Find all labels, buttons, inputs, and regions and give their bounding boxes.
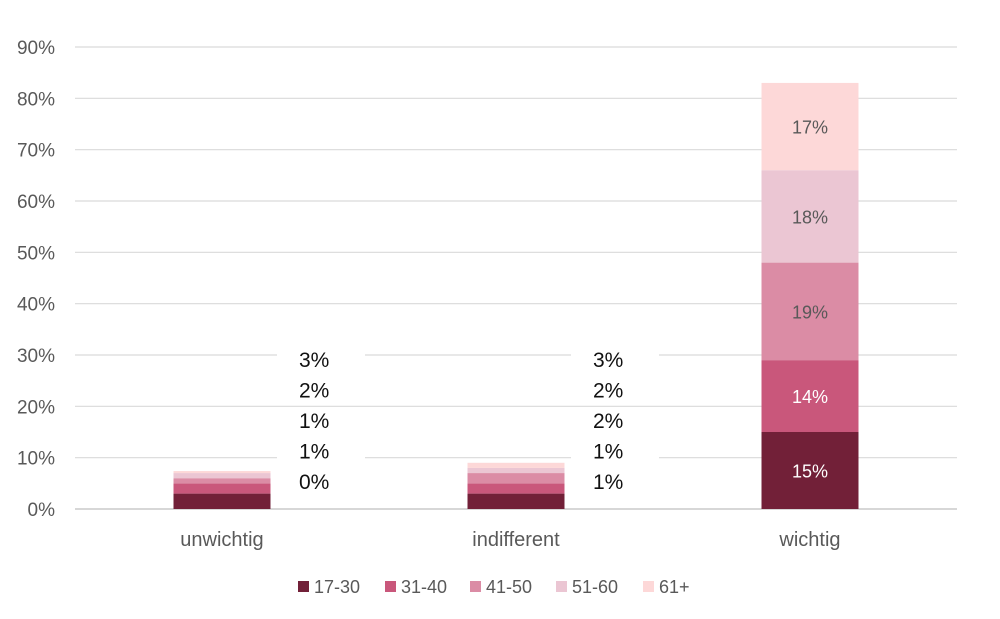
legend: 17-30 31-40 41-50 51-60 61+ bbox=[298, 577, 690, 597]
data-label-bg bbox=[277, 469, 365, 495]
legend-label: 17-30 bbox=[314, 577, 360, 597]
data-label: 1% bbox=[299, 441, 329, 464]
x-category-label: unwichtig bbox=[180, 529, 263, 551]
legend-swatch bbox=[556, 581, 567, 592]
bar-segment bbox=[467, 462, 565, 468]
bar-segment bbox=[761, 360, 859, 432]
y-tick-label: 70% bbox=[17, 141, 55, 162]
data-label-bg bbox=[571, 438, 659, 465]
bar-segment bbox=[761, 262, 859, 361]
data-label: 2% bbox=[299, 380, 329, 403]
bar-segment bbox=[173, 473, 271, 479]
data-label: 1% bbox=[593, 441, 623, 464]
x-category-label: wichtig bbox=[778, 529, 840, 551]
bar-segment bbox=[173, 478, 271, 484]
bar-segment bbox=[467, 483, 565, 494]
y-tick-label: 40% bbox=[17, 295, 55, 316]
bar-segment bbox=[173, 483, 271, 494]
y-tick-label: 80% bbox=[17, 89, 55, 110]
bar-segment bbox=[761, 170, 859, 263]
legend-label: 51-60 bbox=[572, 577, 618, 597]
data-label-bg bbox=[571, 469, 659, 495]
data-label: 15% bbox=[792, 462, 828, 482]
data-label-bg bbox=[277, 438, 365, 465]
legend-swatch bbox=[298, 581, 309, 592]
bar-segment bbox=[467, 467, 565, 474]
x-category-label: indifferent bbox=[472, 529, 560, 551]
y-tick-label: 20% bbox=[17, 397, 55, 418]
bar-segment bbox=[467, 493, 565, 509]
data-label: 19% bbox=[792, 302, 828, 322]
data-label: 3% bbox=[593, 349, 623, 372]
data-labels: 0% 1% 1% 2% 3% 1% 1% 2% 2% 3% 15% 14% 19% 18% 17% bbox=[277, 118, 828, 495]
data-label-bg bbox=[277, 347, 365, 373]
legend-label: 31-40 bbox=[401, 577, 447, 597]
x-axis: unwichtig indifferent wichtig bbox=[180, 529, 840, 551]
bar-segment bbox=[173, 471, 271, 474]
data-label: 2% bbox=[593, 410, 623, 433]
data-label: 1% bbox=[593, 471, 623, 494]
legend-label: 41-50 bbox=[486, 577, 532, 597]
legend-swatch bbox=[643, 581, 654, 592]
y-tick-label: 0% bbox=[28, 500, 56, 521]
data-label-bg bbox=[571, 347, 659, 373]
data-label-bg bbox=[571, 408, 659, 434]
data-label: 3% bbox=[299, 349, 329, 372]
data-label-bg bbox=[277, 377, 365, 404]
y-tick-label: 50% bbox=[17, 243, 55, 264]
y-tick-label: 30% bbox=[17, 346, 55, 367]
data-label: 18% bbox=[792, 207, 828, 227]
legend-label: 61+ bbox=[659, 577, 690, 597]
data-label: 2% bbox=[593, 380, 623, 403]
data-label: 14% bbox=[792, 387, 828, 407]
bar-segment bbox=[173, 493, 271, 509]
bar-segment bbox=[761, 82, 859, 171]
legend-swatch bbox=[470, 581, 481, 592]
bar-segment bbox=[467, 473, 565, 484]
gridlines bbox=[75, 46, 957, 510]
y-tick-label: 10% bbox=[17, 449, 55, 470]
data-label: 1% bbox=[299, 410, 329, 433]
data-label-bg bbox=[277, 408, 365, 434]
bar-segment bbox=[761, 432, 859, 509]
y-tick-label: 60% bbox=[17, 192, 55, 213]
data-label-bg bbox=[571, 377, 659, 404]
bars bbox=[173, 82, 859, 509]
data-label: 17% bbox=[792, 118, 828, 138]
data-label: 0% bbox=[299, 471, 329, 494]
y-axis: 0% 10% 20% 30% 40% 50% 60% 70% 80% 90% bbox=[17, 38, 55, 521]
legend-swatch bbox=[385, 581, 396, 592]
y-tick-label: 90% bbox=[17, 38, 55, 59]
